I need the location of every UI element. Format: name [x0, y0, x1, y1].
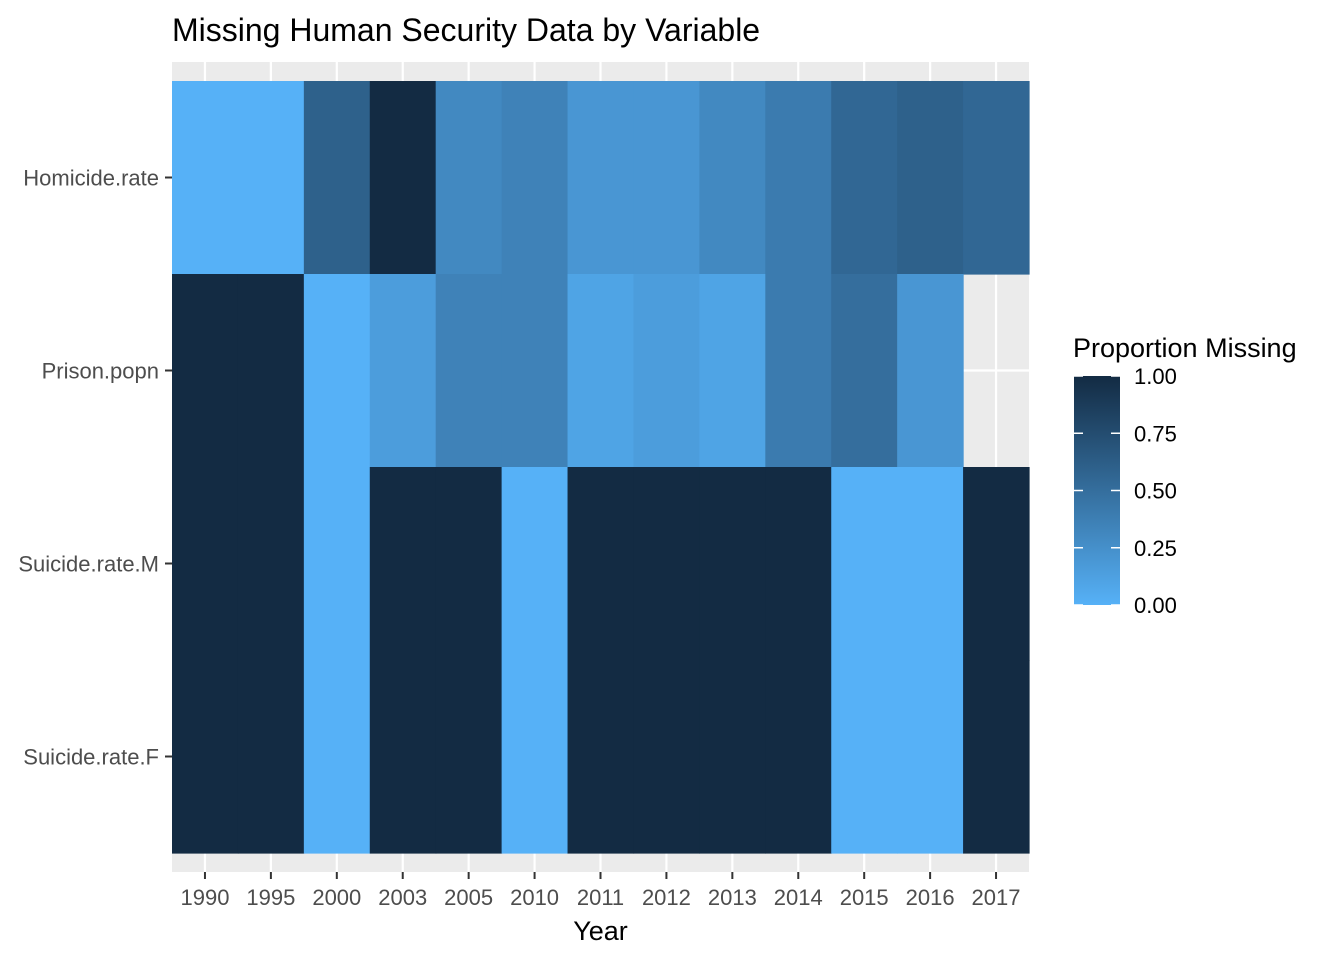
legend-tick-label: 0.25: [1134, 536, 1177, 561]
x-tick-label: 2005: [444, 885, 493, 910]
heatmap-cell: [897, 467, 964, 661]
heatmap-cell: [765, 81, 832, 275]
heatmap-cell: [237, 81, 305, 275]
heatmap-cell: [633, 467, 700, 661]
heatmap-cell: [435, 81, 503, 275]
heatmap-cell: [567, 274, 635, 468]
legend-title: Proportion Missing: [1073, 333, 1297, 363]
heatmap-cell: [765, 467, 832, 661]
heatmap-cell: [172, 81, 239, 275]
legend-tick-label: 1.00: [1134, 364, 1177, 389]
x-axis: 1990 1995 2000 2003 2005 2010 2011 2012 2013 2014…: [180, 872, 1021, 910]
heatmap-cell: [765, 660, 832, 854]
heatmap-cell: [369, 467, 437, 661]
heatmap-cell: [699, 467, 766, 661]
heatmap-cell: [172, 660, 239, 854]
legend-tick-label: 0.50: [1134, 479, 1177, 504]
heatmap-cell: [831, 467, 898, 661]
heatmap-cell: [237, 467, 305, 661]
y-axis: Homicide.rate Prison.popn Suicide.rate.M Su…: [18, 166, 172, 770]
heatmap-cell: [963, 467, 1030, 661]
heatmap-cell: [435, 660, 503, 854]
heatmap-cell: [633, 81, 700, 275]
chart-title: Missing Human Security Data by Variable: [172, 12, 760, 48]
x-tick-label: 2000: [312, 885, 361, 910]
legend-tick-label: 0.00: [1134, 593, 1177, 618]
x-tick-label: 1995: [246, 885, 295, 910]
x-tick-label: 2011: [577, 885, 624, 910]
heatmap-cell: [369, 660, 437, 854]
heatmap-cell: [369, 274, 437, 468]
y-tick-label: Homicide.rate: [23, 166, 159, 191]
heatmap-cell: [633, 274, 700, 468]
heatmap-cell: [435, 467, 503, 661]
x-tick-label: 2013: [708, 885, 757, 910]
heatmap-cell: [501, 467, 569, 661]
heatmap-cell: [765, 274, 832, 468]
heatmap-cell: [831, 81, 898, 275]
y-tick-label: Suicide.rate.F: [23, 745, 159, 770]
x-tick-label: 2016: [906, 885, 955, 910]
x-axis-title: Year: [573, 916, 628, 946]
x-tick-label: 2003: [378, 885, 427, 910]
y-tick-label: Prison.popn: [42, 359, 159, 384]
heatmap-cell: [303, 274, 371, 468]
heatmap-cell: [699, 81, 766, 275]
heatmap-cell: [897, 274, 964, 468]
heatmap-cell: [567, 660, 635, 854]
heatmap-cell: [567, 81, 635, 275]
heatmap-cell: [897, 81, 964, 275]
heatmap-cell: [501, 274, 569, 468]
x-tick-label: 2010: [510, 885, 559, 910]
heatmap-cells: [172, 81, 1030, 854]
heatmap-cell: [699, 274, 766, 468]
heatmap-cell: [567, 467, 635, 661]
x-tick-label: 2014: [774, 885, 823, 910]
x-tick-label: 1990: [180, 885, 229, 910]
y-tick-label: Suicide.rate.M: [18, 552, 159, 577]
x-tick-label: 2012: [642, 885, 691, 910]
heatmap-cell: [369, 81, 437, 275]
x-tick-label: 2015: [840, 885, 889, 910]
heatmap-cell: [237, 660, 305, 854]
heatmap-cell: [831, 274, 898, 468]
heatmap-cell: [303, 81, 371, 275]
heatmap-cell: [303, 660, 371, 854]
legend: Proportion Missing 1.00 0.75 0.50 0.25 0.00: [1073, 333, 1297, 618]
x-tick-label: 2017: [972, 885, 1021, 910]
heatmap-cell: [633, 660, 700, 854]
heatmap-cell: [237, 274, 305, 468]
heatmap-cell: [172, 274, 239, 468]
heatmap-cell: [435, 274, 503, 468]
heatmap-cell: [963, 81, 1030, 275]
heatmap-cell: [963, 660, 1030, 854]
heatmap-cell: [303, 467, 371, 661]
heatmap-cell: [897, 660, 964, 854]
heatmap-cell: [501, 81, 569, 275]
heatmap-cell: [172, 467, 239, 661]
heatmap-cell: [501, 660, 569, 854]
heatmap-cell: [699, 660, 766, 854]
legend-tick-label: 0.75: [1134, 421, 1177, 446]
heatmap-cell: [831, 660, 898, 854]
